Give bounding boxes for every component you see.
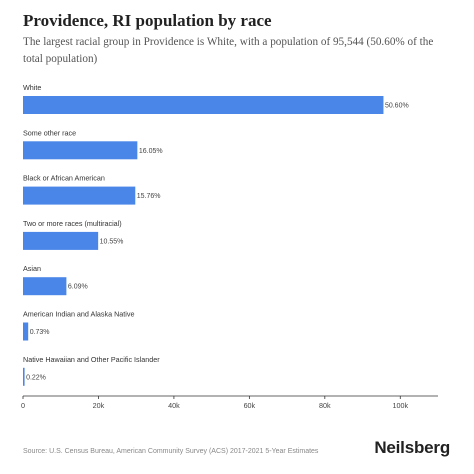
data-bar	[23, 277, 67, 296]
data-bar	[23, 186, 136, 205]
data-bar	[23, 96, 384, 114]
category-label: Native Hawaiian and Other Pacific Island…	[23, 355, 160, 364]
data-bar	[23, 141, 138, 160]
category-label: White	[23, 83, 41, 92]
chart-subtitle: The largest racial group in Providence i…	[23, 36, 434, 65]
x-tick-label: 100k	[392, 401, 408, 410]
x-tick-label: 20k	[93, 401, 105, 410]
value-label: 50.60%	[385, 103, 409, 110]
category-label: Two or more races (multiracial)	[23, 219, 122, 228]
category-label: Black or African American	[23, 174, 105, 183]
value-label: 6.09%	[68, 284, 88, 291]
x-tick-label: 80k	[319, 401, 331, 410]
value-label: 10.55%	[100, 238, 124, 245]
x-tick-label: 60k	[244, 401, 256, 410]
value-label: 15.76%	[137, 193, 161, 200]
neilsberg-logo: Neilsberg	[374, 438, 450, 457]
value-label: 0.73%	[30, 329, 50, 336]
category-label: Asian	[23, 264, 41, 273]
chart-title: Providence, RI population by race	[23, 11, 272, 30]
value-label: 0.22%	[26, 374, 46, 381]
category-label: Some other race	[23, 128, 76, 137]
value-label: 16.05%	[139, 148, 163, 155]
data-bar	[23, 322, 29, 341]
data-bar	[23, 231, 99, 250]
data-bar	[23, 367, 25, 386]
x-tick-label: 40k	[168, 401, 180, 410]
x-tick-label: 0	[21, 401, 25, 410]
source-note: Source: U.S. Census Bureau, American Com…	[23, 448, 319, 455]
category-label: American Indian and Alaska Native	[23, 310, 134, 319]
